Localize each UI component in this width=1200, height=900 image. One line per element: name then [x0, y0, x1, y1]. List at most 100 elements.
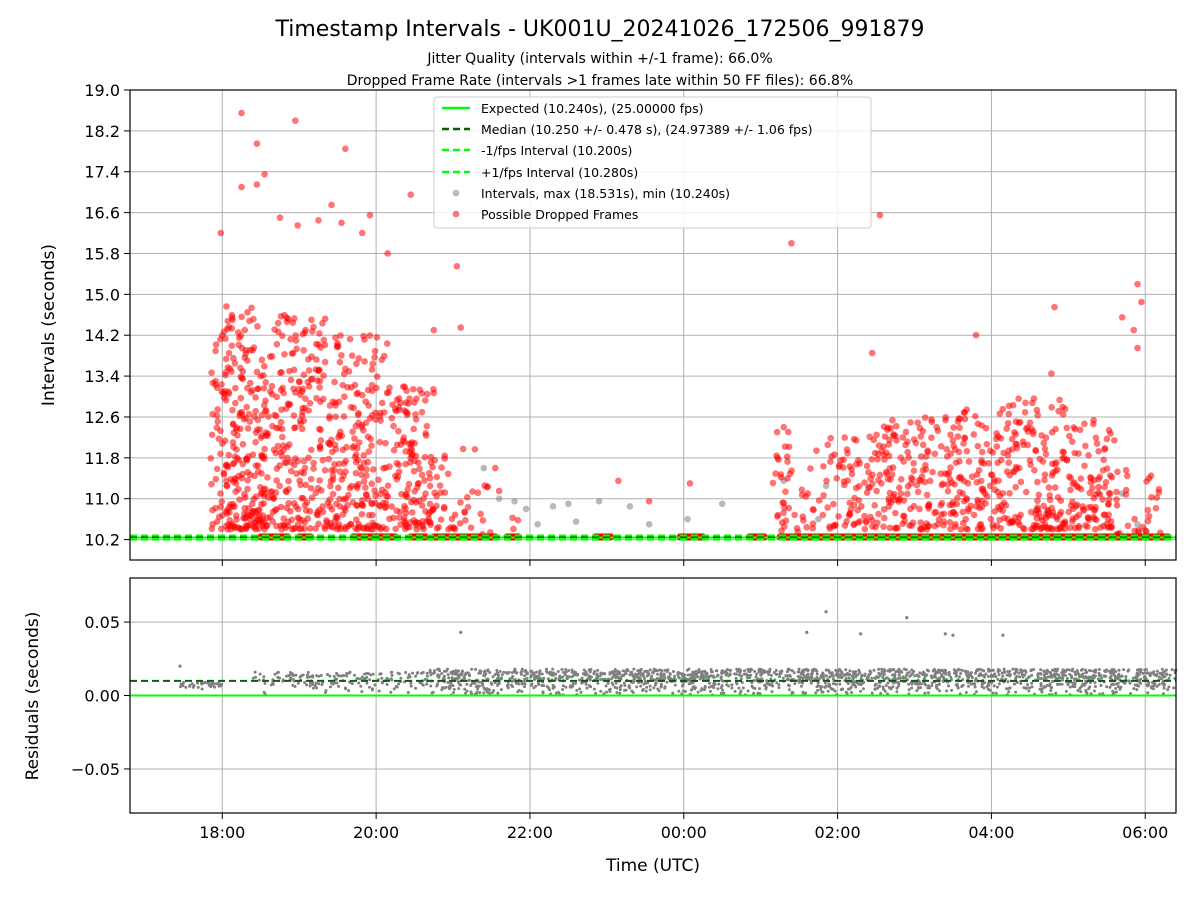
residual-point: [735, 667, 739, 671]
residual-point: [482, 691, 486, 695]
residual-point: [930, 676, 934, 680]
residual-point: [970, 676, 974, 680]
residual-point: [465, 682, 469, 686]
dropped-frame-point: [228, 342, 236, 349]
dropped-frame-point: [904, 448, 911, 456]
dropped-frame-point: [904, 438, 911, 446]
residual-point: [456, 680, 460, 684]
residual-point: [291, 677, 295, 681]
residual-point: [589, 685, 593, 689]
dropped-frame-point: [848, 465, 855, 473]
dropped-frame-point: [431, 489, 438, 497]
dropped-frame-point: [320, 395, 327, 403]
dropped-frame-point: [300, 469, 308, 477]
residual-point: [1036, 673, 1040, 677]
dropped-frame-point: [330, 466, 338, 474]
dropped-frame-point: [315, 425, 323, 433]
residual-point: [877, 684, 881, 688]
dropped-frame-point: [313, 356, 320, 363]
dropped-frame-point: [369, 519, 376, 527]
residual-point: [743, 669, 747, 673]
residual-point: [1097, 674, 1101, 678]
dropped-frame-point: [342, 365, 349, 373]
residual-point: [1030, 685, 1034, 689]
residual-point: [196, 685, 200, 689]
residual-point: [668, 672, 672, 676]
residual-point: [640, 688, 644, 692]
residual-point: [465, 689, 469, 693]
dropped-frame-point: [305, 383, 313, 390]
dropped-frame-point: [931, 509, 939, 517]
dropped-frame-point: [961, 434, 968, 442]
residual-point: [637, 681, 641, 685]
residual-point: [787, 688, 791, 692]
residual-point: [895, 669, 899, 673]
dropped-frame-point: [228, 311, 236, 319]
dropped-frame-point: [316, 443, 324, 450]
residual-point: [660, 677, 664, 681]
dropped-frame-point: [1022, 399, 1029, 407]
residual-point: [628, 673, 632, 677]
dropped-frame-point: [378, 399, 386, 407]
residual-point: [459, 673, 463, 677]
dropped-frame-point: [972, 412, 979, 420]
residuals-plot: −0.050.000.05 18:00 20:00 22:00 00:00 02:00 0…: [23, 577, 1178, 876]
dropped-frame-point: [420, 525, 427, 533]
residual-point: [558, 674, 562, 678]
residual-point: [212, 685, 216, 689]
residual-point: [739, 689, 743, 693]
dropped-frame-point: [365, 448, 373, 455]
dropped-frame-point: [863, 519, 870, 526]
residual-point: [786, 678, 790, 682]
dropped-frame-point: [385, 389, 392, 396]
residual-point: [724, 673, 728, 677]
dropped-frame-point: [1053, 515, 1061, 523]
residual-point: [960, 684, 964, 688]
dropped-frame-point: [875, 510, 882, 518]
residual-point: [362, 677, 366, 681]
dropped-frame-point: [238, 109, 245, 117]
residual-point: [980, 673, 984, 677]
dropped-frame-point: [917, 433, 925, 440]
residual-point: [1131, 676, 1135, 680]
dropped-frame-point: [957, 525, 965, 533]
residual-point: [523, 685, 527, 689]
dropped-frame-point: [344, 522, 352, 530]
dropped-frame-point: [1048, 404, 1055, 411]
dropped-frame-point: [251, 413, 258, 420]
dropped-frame-point: [782, 488, 789, 495]
dropped-frame-point: [366, 332, 374, 339]
residual-point: [214, 682, 218, 686]
dropped-frame-point: [1081, 420, 1088, 428]
dropped-frame-point: [283, 314, 291, 322]
dropped-frame-point: [410, 467, 418, 475]
dropped-frame-point: [289, 319, 297, 326]
residual-point: [510, 679, 514, 683]
interval-point: [1134, 520, 1141, 528]
residual-point: [437, 674, 441, 678]
dropped-frame-point: [917, 519, 925, 526]
intervals-plot: 10.211.011.812.613.414.215.015.816.617.4…: [39, 81, 1177, 566]
dropped-frame-point: [329, 476, 337, 483]
residual-point: [891, 685, 895, 689]
residual-point: [491, 675, 495, 679]
residual-point: [429, 684, 433, 688]
residual-point: [931, 669, 935, 673]
dropped-frame-point: [416, 465, 423, 473]
residual-point: [907, 670, 911, 674]
interval-point: [684, 515, 691, 523]
dropped-frame-point: [307, 446, 315, 454]
dropped-frame-point: [288, 516, 296, 524]
intervals-x-ticks: [221, 560, 1146, 566]
residual-point: [317, 682, 321, 686]
residual-point: [639, 684, 643, 688]
residual-point: [1093, 685, 1097, 689]
residual-point: [652, 686, 656, 690]
dropped-frame-point: [943, 445, 950, 453]
residual-point: [943, 632, 947, 636]
residual-point: [943, 669, 947, 673]
residual-point: [702, 688, 706, 692]
dropped-frame-point: [335, 434, 342, 441]
dropped-frame-point: [887, 476, 894, 483]
residual-point: [1013, 672, 1017, 676]
